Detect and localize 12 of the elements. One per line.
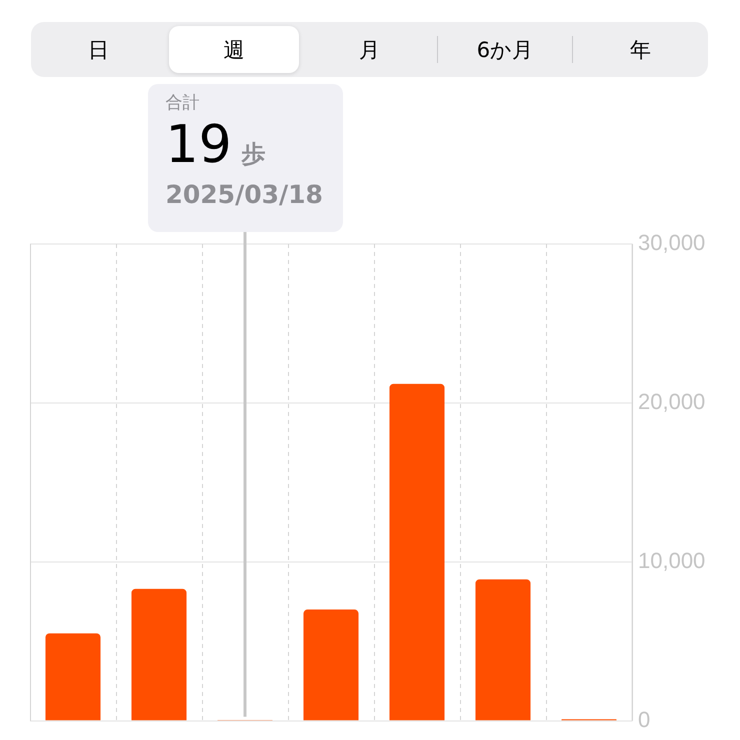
bar	[475, 579, 531, 720]
y-tick-label: 10,000	[638, 548, 706, 573]
y-tick-label: 0	[638, 706, 650, 732]
bar	[389, 384, 445, 720]
bar	[45, 633, 101, 720]
y-tick-label: 20,000	[638, 388, 706, 414]
segmented-control: 日 週 月 6か月 年	[31, 22, 708, 77]
tooltip: 合計 19 歩 2025/03/18	[148, 84, 342, 232]
bar	[303, 610, 359, 720]
y-tick-label: 30,000	[638, 230, 706, 256]
bar	[131, 588, 187, 720]
annotation: 合計 19 歩 2025/03/18	[166, 92, 324, 211]
